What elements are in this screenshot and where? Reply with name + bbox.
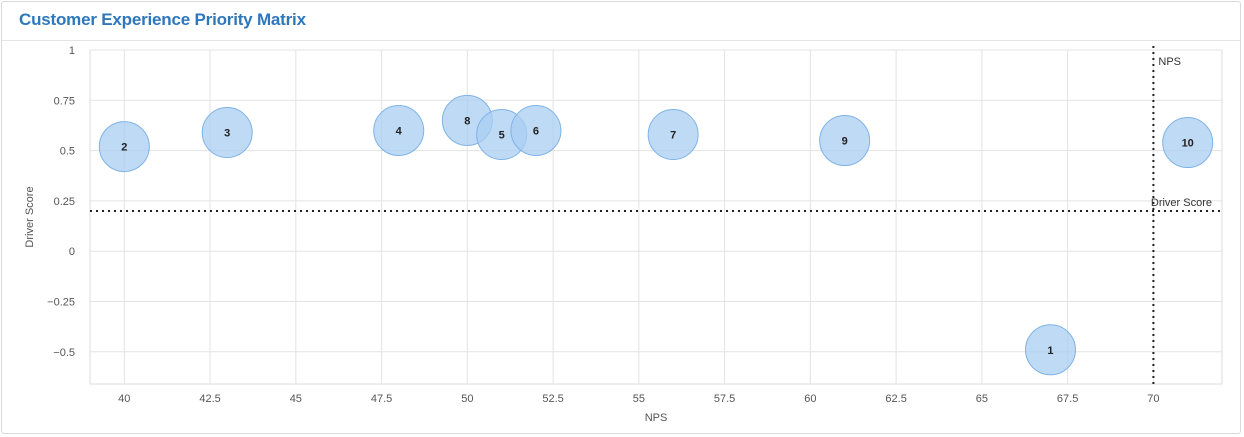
bubble-7[interactable] [647, 109, 699, 161]
bubble-label: 10 [1182, 138, 1194, 150]
bubble-label: 1 [1047, 345, 1053, 357]
x-tick-label: 65 [976, 393, 988, 405]
driver-score-reference-label: Driver Score [1151, 197, 1212, 209]
bubble-9[interactable] [819, 115, 871, 167]
y-axis-title: Driver Score [24, 186, 36, 247]
bubble-3[interactable] [201, 106, 253, 158]
x-tick-label: 57.5 [714, 393, 735, 405]
axes: 40 42.5 45 47.5 50 52.5 55 57.5 60 62.5 65 67.5 7010… [24, 45, 1160, 424]
x-tick-label: 60 [804, 393, 816, 405]
bubble-label: 2 [121, 142, 127, 154]
x-tick-label: 47.5 [371, 393, 392, 405]
x-tick-label: 67.5 [1057, 393, 1078, 405]
bubble-6[interactable] [510, 104, 562, 156]
x-tick-label: 40 [118, 393, 130, 405]
x-tick-label: 45 [290, 393, 302, 405]
bubble-label: 3 [224, 127, 230, 139]
y-tick-label: 0.5 [60, 146, 75, 158]
grid-lines [89, 49, 1223, 385]
bubble-2[interactable] [98, 121, 150, 173]
bubble-label: 5 [499, 130, 505, 142]
bubble-label: 6 [533, 125, 539, 137]
reference-lines: NPS Driver Score [90, 46, 1222, 384]
x-axis-title: NPS [645, 412, 668, 424]
bubble-label: 8 [464, 115, 470, 127]
x-tick-label: 42.5 [199, 393, 220, 405]
x-tick-label: 55 [633, 393, 645, 405]
y-tick-label: 1 [69, 45, 75, 57]
y-tick-label: 0.75 [54, 95, 75, 107]
x-tick-label: 62.5 [885, 393, 906, 405]
nps-reference-label: NPS [1158, 56, 1181, 68]
y-tick-label: −0.5 [53, 347, 75, 359]
bubbles: 2 3 4 8 5 6 7 9 10 1 [98, 94, 1214, 376]
x-tick-label: 50 [461, 393, 473, 405]
panel-header: Customer Experience Priority Matrix [2, 2, 1240, 41]
y-tick-label: −0.25 [47, 297, 75, 309]
bubble-label: 9 [842, 136, 848, 148]
x-tick-label: 70 [1147, 393, 1159, 405]
y-tick-label: 0.25 [54, 196, 75, 208]
panel-title: Customer Experience Priority Matrix [19, 10, 306, 29]
y-tick-label: 0 [69, 246, 75, 258]
x-tick-label: 52.5 [542, 393, 563, 405]
bubble-4[interactable] [373, 104, 425, 156]
bubble-10[interactable] [1162, 117, 1214, 169]
bubble-label: 7 [670, 130, 676, 142]
bubble-1[interactable] [1024, 324, 1076, 376]
bubble-label: 4 [396, 125, 403, 137]
